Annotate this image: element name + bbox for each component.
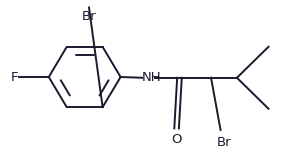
Text: Br: Br [217, 136, 231, 149]
Text: F: F [10, 71, 18, 83]
Text: Br: Br [82, 10, 96, 23]
Text: NH: NH [142, 71, 162, 84]
Text: O: O [171, 133, 182, 146]
